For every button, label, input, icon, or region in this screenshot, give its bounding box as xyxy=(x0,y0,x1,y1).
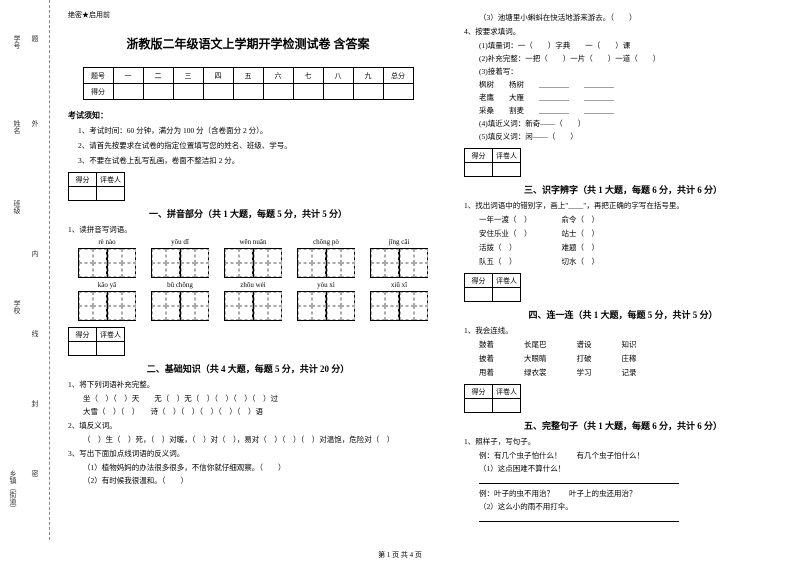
q2-4: 4、按要求填词。 xyxy=(464,26,782,37)
marker-box: 得分评卷人 xyxy=(464,148,521,177)
section-4-title: 四、连一连（共 1 大题，每题 5 分，共计 5 分） xyxy=(464,308,782,321)
q2-3: 3、写出下面加点线词语的反义词。 xyxy=(68,448,428,459)
notice-heading: 考试须知： xyxy=(68,110,428,121)
binding-margin: 题 学号 外 姓名 班级 内 学校 线 封 密 乡镇（街道） xyxy=(0,0,50,540)
connect-grid[interactable]: 鼓着披着甩着 长尾巴大眼睛绿衣裳 谱设打破学习 知识庄稼记录 xyxy=(479,339,782,378)
exam-title: 浙教版二年级语文上学期开学检测试卷 含答案 xyxy=(68,35,428,52)
notice-item: 1、考试时间：60 分钟，满分为 100 分（含卷面分 2 分）。 xyxy=(78,125,428,136)
q3-prompt: 1、找出词语中的错别字，画上"____"，再把正确的字写在括号里。 xyxy=(464,200,782,211)
q2-2: 2、填反义词。 xyxy=(68,420,428,431)
pinyin-row-2: kǎo yā bǔ chōng zhōu wéi yóu xì xiū xī xyxy=(78,281,428,321)
answer-line[interactable] xyxy=(479,476,679,484)
notice-item: 2、请首先按要求在试卷的指定位置填写您的姓名、班级、学号。 xyxy=(78,140,428,151)
q4-prompt: 1、我会连线。 xyxy=(464,325,782,336)
section-2-title: 二、基础知识（共 4 大题，每题 5 分，共计 20 分） xyxy=(68,362,428,375)
section-5-title: 五、完整句子（共 1 大题，每题 6 分，共计 6 分） xyxy=(464,419,782,432)
marker-box: 得分评卷人 xyxy=(68,327,125,356)
q5-prompt: 1、照样子，写句子。 xyxy=(464,436,782,447)
q1-prompt: 1、读拼音写词语。 xyxy=(68,224,428,235)
score-summary-table: 题号 一 二 三 四 五 六 七 八 九 总分 得分 xyxy=(83,67,414,100)
q2-1: 1、将下列词语补充完整。 xyxy=(68,379,428,390)
section-3-title: 三、识字辨字（共 1 大题，每题 6 分，共计 6 分） xyxy=(464,183,782,196)
marker-box: 得分评卷人 xyxy=(464,384,521,413)
page-footer: 第 1 页 共 4 页 xyxy=(0,550,800,560)
answer-line[interactable] xyxy=(479,514,679,522)
marker-box: 得分评卷人 xyxy=(464,273,521,302)
right-column: （3）池塘里小蝌蚪在快活地游来游去。（ ） 4、按要求填词。 (1)填量词：一（… xyxy=(446,0,800,540)
classification-label: 绝密★启用前 xyxy=(68,10,428,20)
left-column: 绝密★启用前 浙教版二年级语文上学期开学检测试卷 含答案 题号 一 二 三 四 … xyxy=(50,0,446,540)
section-1-title: 一、拼音部分（共 1 大题，每题 5 分，共计 5 分） xyxy=(68,207,428,220)
notice-item: 3、不要在试卷上乱写乱画，卷面不整洁扣 2 分。 xyxy=(78,155,428,166)
marker-box: 得分评卷人 xyxy=(68,172,125,201)
tianzi-box[interactable] xyxy=(78,248,107,278)
pinyin-row-1: rè nào yōu dī wēn nuǎn chōng pò jīng cǎi xyxy=(78,238,428,278)
